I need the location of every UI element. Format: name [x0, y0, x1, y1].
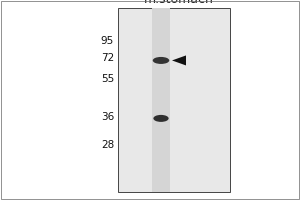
Text: m.stomach: m.stomach [144, 0, 214, 6]
Ellipse shape [153, 57, 169, 64]
Text: 72: 72 [101, 53, 114, 63]
Polygon shape [172, 55, 186, 65]
Bar [118, 8, 230, 192]
Text: 55: 55 [101, 74, 114, 84]
Text: 95: 95 [101, 36, 114, 46]
Text: 36: 36 [101, 112, 114, 122]
Text: 28: 28 [101, 140, 114, 150]
Bar [152, 8, 170, 192]
Ellipse shape [153, 115, 169, 122]
